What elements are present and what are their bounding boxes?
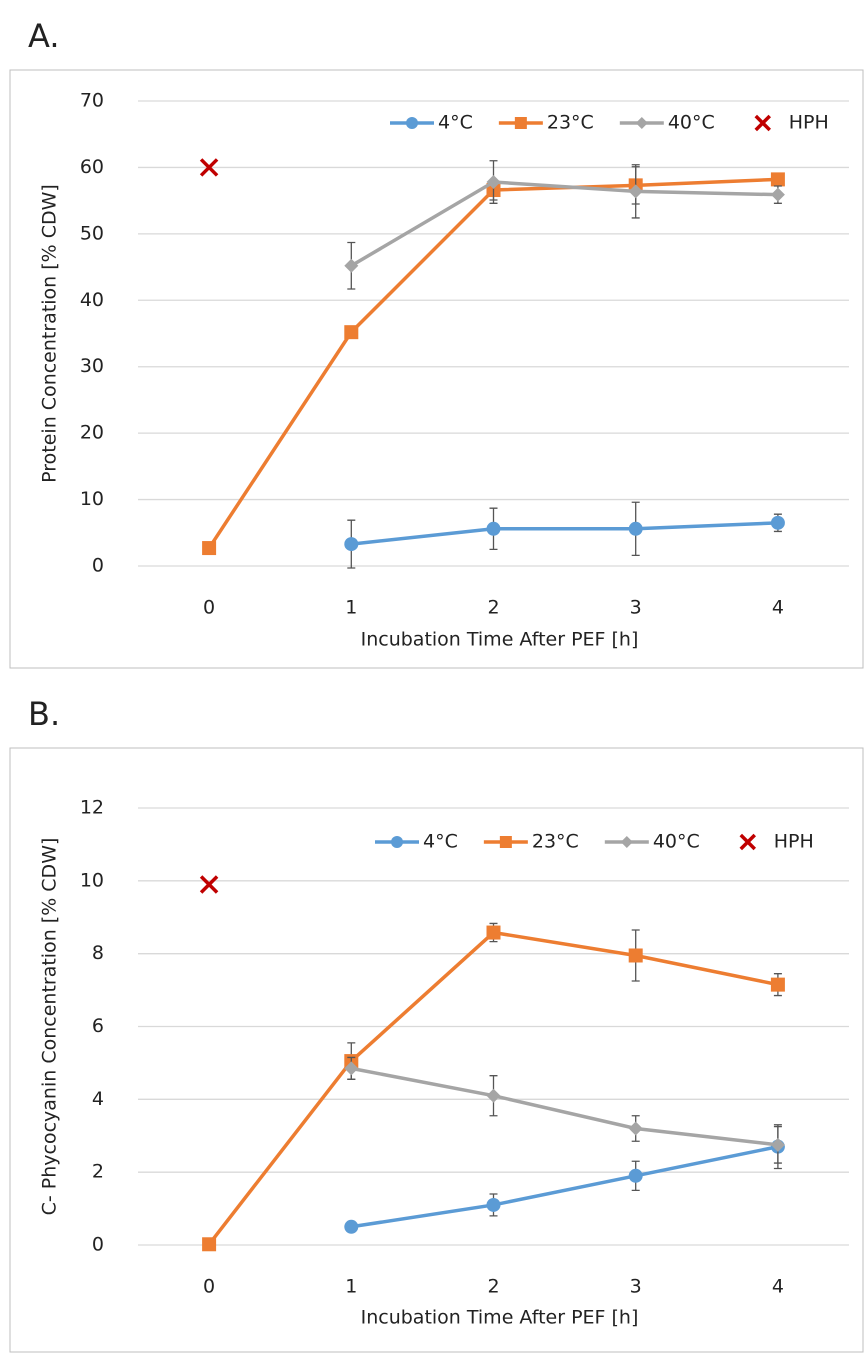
- chart-frame: [9, 747, 864, 1353]
- x-axis-label: Incubation Time After PEF [h]: [361, 1307, 639, 1329]
- legend-label: 23°C: [532, 831, 579, 853]
- series-line: [350, 180, 778, 268]
- marker: [344, 1219, 359, 1234]
- marker: [770, 1137, 785, 1152]
- legend-marker: [754, 114, 772, 132]
- x-tick-label: 3: [630, 1276, 642, 1298]
- y-tick-label: 40: [80, 289, 104, 311]
- marker: [344, 1061, 359, 1076]
- marker: [628, 184, 643, 199]
- x-tick-label: 3: [630, 597, 642, 619]
- marker: [486, 521, 501, 536]
- y-tick-label: 0: [92, 1234, 104, 1256]
- marker: [770, 187, 785, 202]
- series-line: [207, 177, 778, 550]
- marker: [770, 172, 785, 187]
- marker: [486, 1197, 501, 1212]
- y-axis-label: C- Phycocyanin Concentration [% CDW]: [39, 838, 61, 1216]
- y-tick-label: 0: [92, 555, 104, 577]
- y-tick-label: 50: [80, 222, 104, 244]
- marker: [486, 1088, 501, 1103]
- marker: [202, 541, 217, 556]
- y-tick-label: 70: [80, 90, 104, 112]
- legend-marker: [620, 836, 633, 848]
- legend-label: HPH: [789, 112, 829, 134]
- marker: [628, 521, 643, 536]
- marker: [486, 175, 501, 190]
- legend-marker: [635, 117, 648, 129]
- marker: [628, 948, 643, 963]
- legend-marker: [391, 836, 403, 848]
- legend-label: HPH: [774, 831, 814, 853]
- legend-label: 4°C: [423, 831, 458, 853]
- x-tick-label: 1: [345, 597, 357, 619]
- y-tick-label: 10: [80, 869, 104, 891]
- y-tick-label: 60: [80, 156, 104, 178]
- legend-marker: [406, 117, 418, 129]
- x-tick-label: 4: [772, 1276, 784, 1298]
- legend-marker: [499, 836, 512, 848]
- panel-label: B.: [28, 695, 60, 733]
- y-tick-label: 20: [80, 422, 104, 444]
- series-line: [351, 1144, 779, 1229]
- y-tick-label: 8: [92, 942, 104, 964]
- y-axis-label: Protein Concentration [% CDW]: [39, 184, 61, 483]
- y-tick-label: 10: [80, 488, 104, 510]
- series-line: [351, 521, 778, 546]
- y-tick-label: 12: [80, 797, 104, 819]
- marker: [199, 875, 219, 894]
- x-tick-label: 0: [203, 1276, 215, 1298]
- legend-label: 40°C: [653, 831, 700, 853]
- marker: [344, 537, 359, 552]
- marker: [486, 925, 501, 940]
- marker: [628, 1121, 643, 1136]
- legend-label: 40°C: [668, 112, 715, 134]
- marker: [202, 1237, 217, 1252]
- series-line: [350, 1066, 779, 1147]
- x-tick-label: 4: [772, 597, 784, 619]
- y-tick-label: 30: [80, 355, 104, 377]
- marker: [199, 158, 219, 177]
- x-tick-label: 0: [203, 597, 215, 619]
- marker: [344, 325, 359, 340]
- legend-label: 23°C: [547, 112, 594, 134]
- y-tick-label: 2: [92, 1161, 104, 1183]
- panel-label: A.: [28, 17, 60, 55]
- x-axis-label: Incubation Time After PEF [h]: [361, 629, 639, 651]
- legend-marker: [739, 833, 757, 851]
- x-tick-label: 2: [487, 597, 499, 619]
- y-tick-label: 4: [92, 1088, 104, 1110]
- marker: [770, 515, 785, 530]
- x-tick-label: 1: [345, 1276, 357, 1298]
- chart-frame: [9, 69, 864, 669]
- marker: [628, 1168, 643, 1183]
- x-tick-label: 2: [487, 1276, 499, 1298]
- marker: [344, 258, 359, 273]
- legend-marker: [514, 117, 527, 129]
- legend-label: 4°C: [438, 112, 473, 134]
- marker: [770, 977, 785, 992]
- y-tick-label: 6: [92, 1015, 104, 1037]
